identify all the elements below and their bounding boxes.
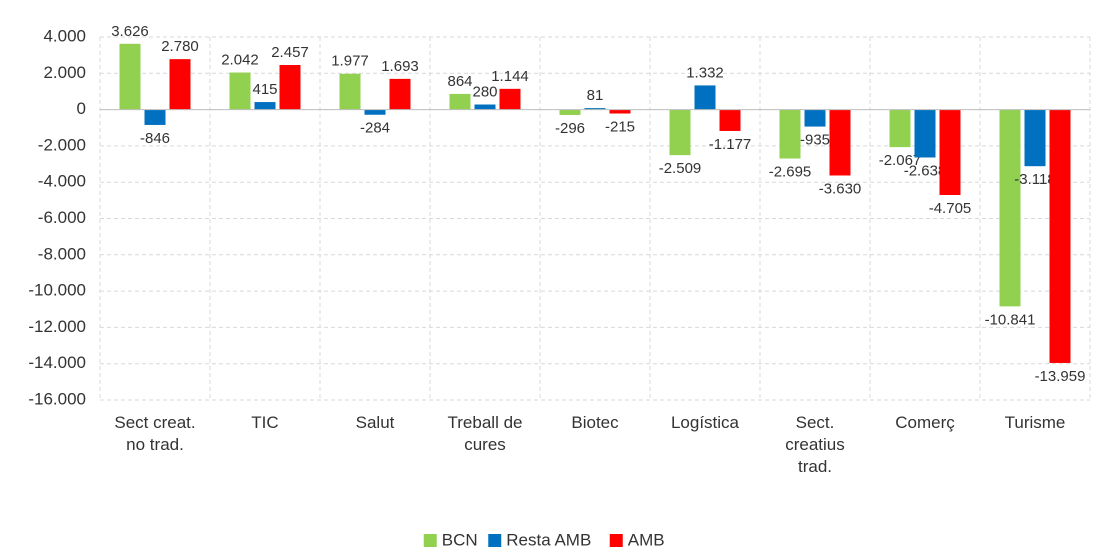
y-tick-label: -6.000: [38, 208, 86, 227]
y-tick-label: 0: [77, 99, 86, 118]
value-label: 280: [472, 83, 497, 100]
bar: [364, 109, 386, 115]
value-label: -3.118: [1014, 171, 1055, 188]
bar: [914, 109, 936, 158]
legend-swatch: [488, 534, 502, 547]
value-label: -2.695: [769, 163, 812, 180]
legend-swatch: [423, 534, 437, 547]
y-tick-label: -2.000: [38, 135, 86, 154]
value-label: -284: [360, 120, 390, 137]
x-tick-label: TIC: [251, 413, 279, 432]
bar: [939, 109, 961, 195]
bar: [169, 59, 191, 110]
bar: [499, 88, 521, 110]
value-label: -2.509: [659, 160, 702, 177]
y-tick-label: -12.000: [28, 317, 86, 336]
value-label: -10.841: [985, 311, 1036, 328]
bar: [829, 109, 851, 176]
bar: [889, 109, 911, 148]
bar: [779, 109, 801, 159]
bar: [694, 85, 716, 110]
value-label: -846: [140, 130, 170, 147]
bar: [999, 109, 1021, 307]
bar: [144, 109, 166, 125]
bar: [609, 109, 631, 114]
y-tick-label: -8.000: [38, 244, 86, 263]
legend-label: Resta AMB: [506, 530, 591, 549]
value-label: 2.042: [221, 52, 259, 69]
bar: [1024, 109, 1046, 167]
value-label: 415: [252, 81, 277, 98]
value-label: -296: [555, 120, 585, 137]
bar: [449, 93, 471, 110]
value-label: -13.959: [1035, 368, 1086, 385]
bar: [254, 102, 276, 110]
bar: [279, 65, 301, 110]
x-tick-label: Treball de cures: [447, 413, 523, 454]
bar: [474, 104, 496, 110]
bar: [804, 109, 826, 127]
y-tick-label: 4.000: [43, 26, 86, 45]
bar: [389, 78, 411, 110]
value-label: -215: [605, 118, 635, 135]
bar: [119, 43, 141, 110]
value-label: 2.780: [161, 38, 199, 55]
x-tick-label: Salut: [355, 413, 395, 432]
value-label: -2.638: [904, 162, 947, 179]
x-tick-label: Logística: [670, 413, 740, 432]
legend-label: AMB: [628, 530, 665, 549]
legend-swatch: [609, 534, 623, 547]
x-tick-label: Comerç: [895, 413, 955, 432]
y-tick-label: -4.000: [38, 172, 86, 191]
value-label: -1.177: [709, 136, 752, 153]
value-label: -4.705: [929, 200, 972, 217]
value-label: 1.332: [686, 64, 724, 81]
y-tick-label: -14.000: [28, 353, 86, 372]
bar: [559, 109, 581, 115]
bar: [719, 109, 741, 131]
y-tick-label: -10.000: [28, 281, 86, 300]
value-label: 1.693: [381, 58, 419, 75]
value-label: -3.630: [819, 180, 862, 197]
x-tick-label: Sect. creatius trad.: [785, 413, 845, 476]
y-tick-label: 2.000: [43, 63, 86, 82]
value-label: 1.144: [491, 68, 529, 85]
bar: [584, 108, 606, 110]
x-tick-label: Turisme: [1004, 413, 1066, 432]
value-label: 2.457: [271, 44, 309, 61]
value-label: -935: [800, 132, 830, 149]
bar: [229, 72, 251, 110]
y-tick-label: -16.000: [28, 389, 86, 408]
x-tick-label: Sect creat. no trad.: [114, 413, 196, 454]
value-label: 864: [447, 73, 472, 90]
x-tick-label: Biotec: [571, 413, 619, 432]
value-label: -2.067: [879, 152, 922, 169]
bar: [339, 73, 361, 110]
legend-label: BCN: [442, 530, 478, 549]
value-label: 81: [587, 87, 604, 104]
value-label: 3.626: [111, 23, 149, 40]
value-label: 1.977: [331, 53, 369, 70]
bar: [1049, 109, 1071, 363]
bar: [669, 109, 691, 156]
